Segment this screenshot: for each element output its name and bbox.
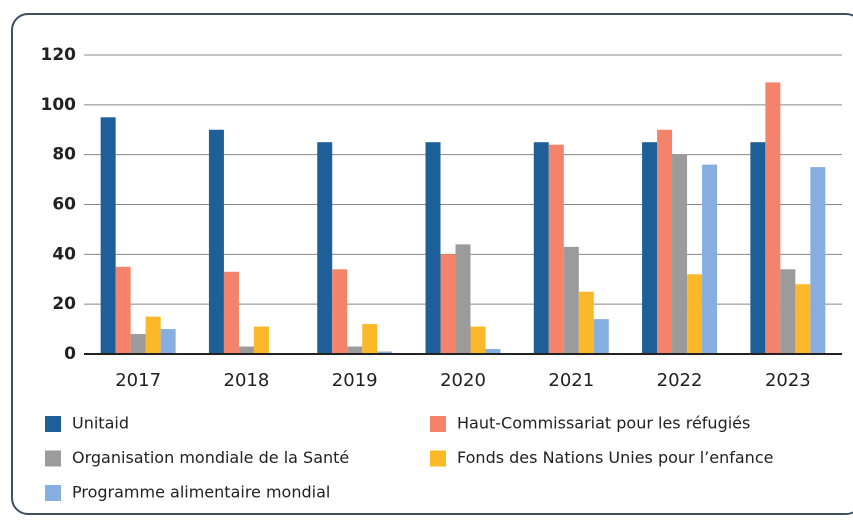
bar xyxy=(672,154,688,354)
legend-label: Programme alimentaire mondial xyxy=(72,483,330,502)
bar xyxy=(485,349,501,354)
legend-swatch xyxy=(45,416,61,432)
y-tick-label: 60 xyxy=(52,195,76,215)
bar xyxy=(593,319,609,354)
y-tick-label: 0 xyxy=(64,344,76,364)
bar xyxy=(548,144,564,354)
legend-label: Fonds des Nations Unies pour l’enfance xyxy=(457,448,773,467)
x-tick-label: 2020 xyxy=(440,370,486,391)
bar xyxy=(362,324,378,354)
legend-swatch xyxy=(45,485,61,501)
x-tick-label: 2017 xyxy=(115,370,161,391)
x-tick-label: 2019 xyxy=(332,370,378,391)
bar xyxy=(455,244,471,354)
x-tick-label: 2018 xyxy=(224,370,270,391)
legend-label: Organisation mondiale de la Santé xyxy=(72,448,349,467)
x-tick-label: 2021 xyxy=(548,370,594,391)
legend-swatch xyxy=(430,416,446,432)
y-tick-label: 100 xyxy=(41,95,77,115)
bar xyxy=(377,351,393,354)
legend-label: Unitaid xyxy=(72,414,129,433)
bar xyxy=(795,284,811,354)
bar xyxy=(470,326,486,354)
bar xyxy=(578,291,594,354)
bar xyxy=(563,246,579,354)
bar xyxy=(425,142,441,354)
legend-swatch xyxy=(45,450,61,467)
y-tick-label: 20 xyxy=(52,294,76,314)
bar xyxy=(533,142,549,354)
bar xyxy=(765,82,781,355)
bar xyxy=(223,271,239,354)
bar xyxy=(100,117,116,355)
bar xyxy=(317,142,333,354)
x-tick-label: 2023 xyxy=(765,370,811,391)
bar xyxy=(702,164,718,354)
bar xyxy=(642,142,658,354)
bar xyxy=(253,326,269,354)
bar xyxy=(780,269,796,354)
legend-swatch xyxy=(430,450,446,467)
bar xyxy=(208,129,224,354)
legend-label: Haut-Commissariat pour les réfugiés xyxy=(457,414,750,433)
y-tick-label: 120 xyxy=(41,45,77,65)
bar xyxy=(347,346,363,354)
bar xyxy=(160,329,176,354)
bar xyxy=(687,274,703,354)
bar xyxy=(332,269,348,354)
x-tick-label: 2022 xyxy=(657,370,703,391)
bar xyxy=(657,129,673,354)
bar xyxy=(145,316,161,354)
bar xyxy=(130,334,146,354)
bar xyxy=(115,266,131,354)
y-tick-label: 40 xyxy=(52,244,76,264)
y-tick-label: 80 xyxy=(52,145,76,165)
bar xyxy=(238,346,254,354)
bar xyxy=(750,142,766,354)
bar xyxy=(810,167,826,354)
bar xyxy=(440,254,456,354)
